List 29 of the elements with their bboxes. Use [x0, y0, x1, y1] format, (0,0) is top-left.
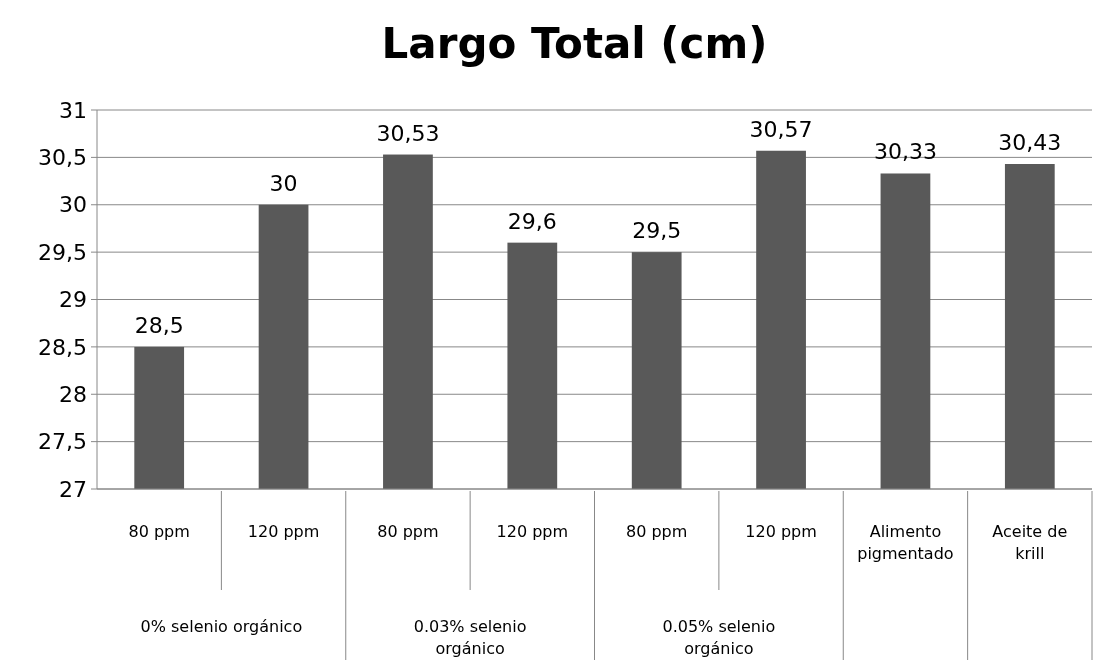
y-tick-label: 29,5 — [38, 239, 87, 265]
data-label: 29,5 — [632, 218, 682, 244]
y-tick-label: 28 — [59, 381, 87, 407]
y-tick-label: 31 — [59, 97, 87, 123]
x-tick-label: 120 ppm — [247, 522, 320, 541]
x-tick-label: 120 ppm — [496, 522, 569, 541]
data-label: 30,33 — [873, 139, 937, 165]
y-tick-label: 27 — [59, 476, 87, 502]
data-label: 29,6 — [507, 208, 557, 234]
text: 0% selenio orgánico — [140, 617, 303, 636]
data-label: 30 — [269, 170, 298, 196]
x-tick-label: 120 ppm — [745, 522, 817, 541]
y-tick-label: 28,5 — [38, 334, 87, 360]
y-tick-label: 27,5 — [38, 429, 87, 455]
x-tick-label: Alimento pigmentado — [857, 522, 954, 563]
x-tick-label: 80 ppm — [377, 522, 439, 541]
data-label: 30,43 — [998, 130, 1062, 156]
chart-title: Largo Total (cm) — [381, 19, 768, 68]
x-tick-label: Aceite de krill — [992, 522, 1068, 563]
data-label: 30,57 — [749, 116, 813, 142]
text: 0.03% selenio orgánico — [413, 617, 527, 658]
y-tick-label: 29 — [59, 287, 87, 313]
y-tick-label: 30,5 — [38, 145, 87, 171]
y-tick-label: 30 — [59, 192, 87, 218]
x-tick-label: 80 ppm — [128, 522, 190, 541]
data-label: 28,5 — [134, 312, 184, 338]
x-tick-label: 80 ppm — [626, 522, 688, 541]
text: 0.05% selenio orgánico — [662, 617, 776, 658]
data-label: 30,53 — [376, 120, 440, 146]
